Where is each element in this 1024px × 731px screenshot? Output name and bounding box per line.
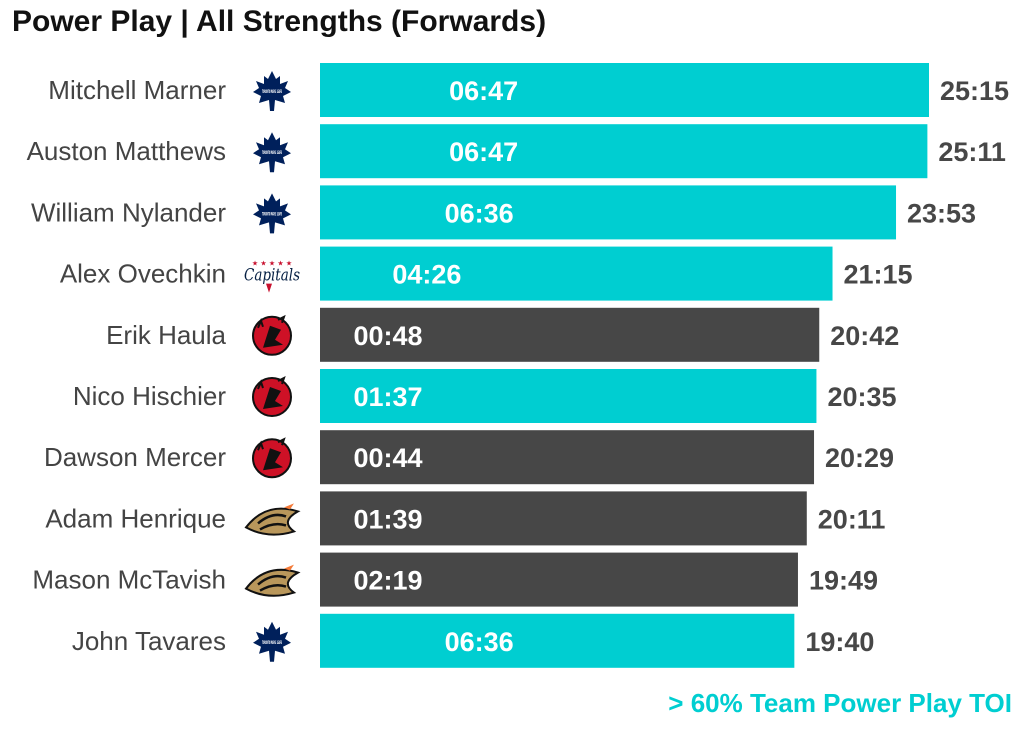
- toi-bar: [320, 491, 807, 546]
- bar-row: Erik Haula 00:48 20:42: [106, 307, 899, 362]
- pp-toi-label: 01:37: [353, 382, 422, 412]
- toi-bar: [320, 246, 833, 301]
- total-toi-label: 20:11: [818, 504, 886, 534]
- ducks-d-mark: [257, 513, 287, 531]
- maple-leaf-shape: [253, 132, 291, 173]
- total-toi-label: 19:49: [809, 566, 878, 596]
- capitals-wordmark: Capitals: [244, 266, 300, 286]
- bar-row: Dawson Mercer 00:44 20:29: [44, 430, 894, 485]
- player-name-label: Adam Henrique: [45, 503, 226, 533]
- bar-row: Mason McTavish 02:19 19:49: [32, 552, 878, 607]
- total-toi-label: 20:42: [830, 321, 899, 351]
- ducks-accent: [284, 564, 294, 571]
- bar-row: Alex Ovechkin ★ ★ ★ ★ ★Capitals 04:26 21:15: [60, 246, 913, 301]
- player-name-label: John Tavares: [72, 626, 226, 656]
- toi-bar: [320, 124, 928, 179]
- total-toi-label: 23:53: [907, 198, 976, 228]
- pp-toi-label: 04:26: [392, 260, 461, 290]
- toi-bar: [320, 430, 815, 485]
- team-logo-new-jersey-devils: [252, 376, 292, 417]
- total-toi-label: 25:15: [940, 76, 1009, 106]
- pp-toi-label: 02:19: [353, 566, 422, 596]
- footnote: > 60% Team Power Play TOI: [668, 688, 1012, 718]
- team-logo-anaheim-ducks: [244, 503, 301, 536]
- player-name-label: Alex Ovechkin: [60, 259, 226, 289]
- maple-leaf-shape: [253, 71, 291, 111]
- maple-leaf-shape: [253, 193, 291, 234]
- maple-leaf-wordmark: TORONTO MAPLE LEAFS: [262, 89, 282, 95]
- player-name-label: Auston Matthews: [27, 136, 226, 166]
- total-toi-label: 21:15: [844, 260, 913, 290]
- maple-leaf-wordmark: TORONTO MAPLE LEAFS: [262, 211, 282, 217]
- team-logo-washington-capitals: ★ ★ ★ ★ ★Capitals: [244, 260, 300, 293]
- toi-bar: [320, 63, 929, 117]
- toi-bar: [320, 369, 817, 423]
- player-name-label: Mason McTavish: [32, 565, 226, 595]
- team-logo-toronto-maple-leafs: TORONTO MAPLE LEAFS: [253, 132, 291, 173]
- team-logo-toronto-maple-leafs: TORONTO MAPLE LEAFS: [253, 71, 291, 111]
- devils-letters: [263, 448, 283, 471]
- devils-horns: [257, 314, 286, 329]
- pp-toi-label: 06:47: [449, 137, 518, 167]
- capitals-stars: ★ ★ ★ ★ ★: [252, 260, 292, 268]
- bars-layer: Mitchell Marner TORONTO MAPLE LEAFS 06:47 2…: [27, 63, 1009, 668]
- pp-toi-label: 06:47: [449, 76, 518, 106]
- total-toi-label: 20:35: [827, 382, 896, 412]
- devils-letters: [263, 387, 283, 409]
- toi-bar: [320, 185, 897, 240]
- maple-leaf-wordmark: TORONTO MAPLE LEAFS: [262, 640, 282, 646]
- devils-letters: [263, 325, 283, 348]
- toi-bar: [320, 613, 795, 668]
- maple-leaf-shape: [253, 621, 291, 662]
- toi-bar: [320, 552, 798, 607]
- total-toi-label: 25:11: [938, 137, 1006, 167]
- total-toi-label: 20:29: [825, 443, 894, 473]
- bar-row: Nico Hischier 01:37 20:35: [73, 369, 897, 423]
- bar-row: Mitchell Marner TORONTO MAPLE LEAFS 06:47 2…: [48, 63, 1009, 117]
- bar-row: John Tavares TORONTO MAPLE LEAFS 06:36 19:4…: [72, 613, 874, 668]
- player-name-label: Mitchell Marner: [48, 75, 226, 105]
- pp-toi-label: 00:48: [353, 321, 422, 351]
- capitals-eagle-mark: [266, 283, 272, 293]
- team-logo-anaheim-ducks: [244, 564, 301, 597]
- bar-row: William Nylander TORONTO MAPLE LEAFS 06:36…: [31, 185, 976, 240]
- pp-toi-label: 06:36: [445, 198, 514, 228]
- chart-title: Power Play | All Strengths (Forwards): [12, 5, 547, 38]
- toi-bar: [320, 307, 820, 362]
- player-name-label: William Nylander: [31, 197, 226, 227]
- player-name-label: Nico Hischier: [73, 381, 226, 411]
- bar-row: Auston Matthews TORONTO MAPLE LEAFS 06:47 2…: [27, 124, 1006, 179]
- player-name-label: Dawson Mercer: [44, 442, 226, 472]
- pp-toi-label: 01:39: [353, 504, 422, 534]
- bar-row: Adam Henrique 01:39 20:11: [45, 491, 886, 546]
- ducks-bill: [244, 568, 301, 597]
- team-logo-toronto-maple-leafs: TORONTO MAPLE LEAFS: [253, 621, 291, 662]
- team-logo-toronto-maple-leafs: TORONTO MAPLE LEAFS: [253, 193, 291, 234]
- team-logo-new-jersey-devils: [252, 437, 292, 479]
- pp-toi-label: 00:44: [353, 443, 422, 473]
- pp-toi-label: 06:36: [445, 627, 514, 657]
- devils-horns: [257, 437, 286, 451]
- ducks-d-mark: [257, 574, 287, 592]
- maple-leaf-wordmark: TORONTO MAPLE LEAFS: [262, 150, 282, 156]
- total-toi-label: 19:40: [805, 627, 874, 657]
- ducks-accent: [284, 503, 294, 510]
- player-name-label: Erik Haula: [106, 320, 226, 350]
- team-logo-new-jersey-devils: [252, 314, 292, 356]
- devils-horns: [257, 376, 286, 390]
- ducks-bill: [244, 507, 301, 536]
